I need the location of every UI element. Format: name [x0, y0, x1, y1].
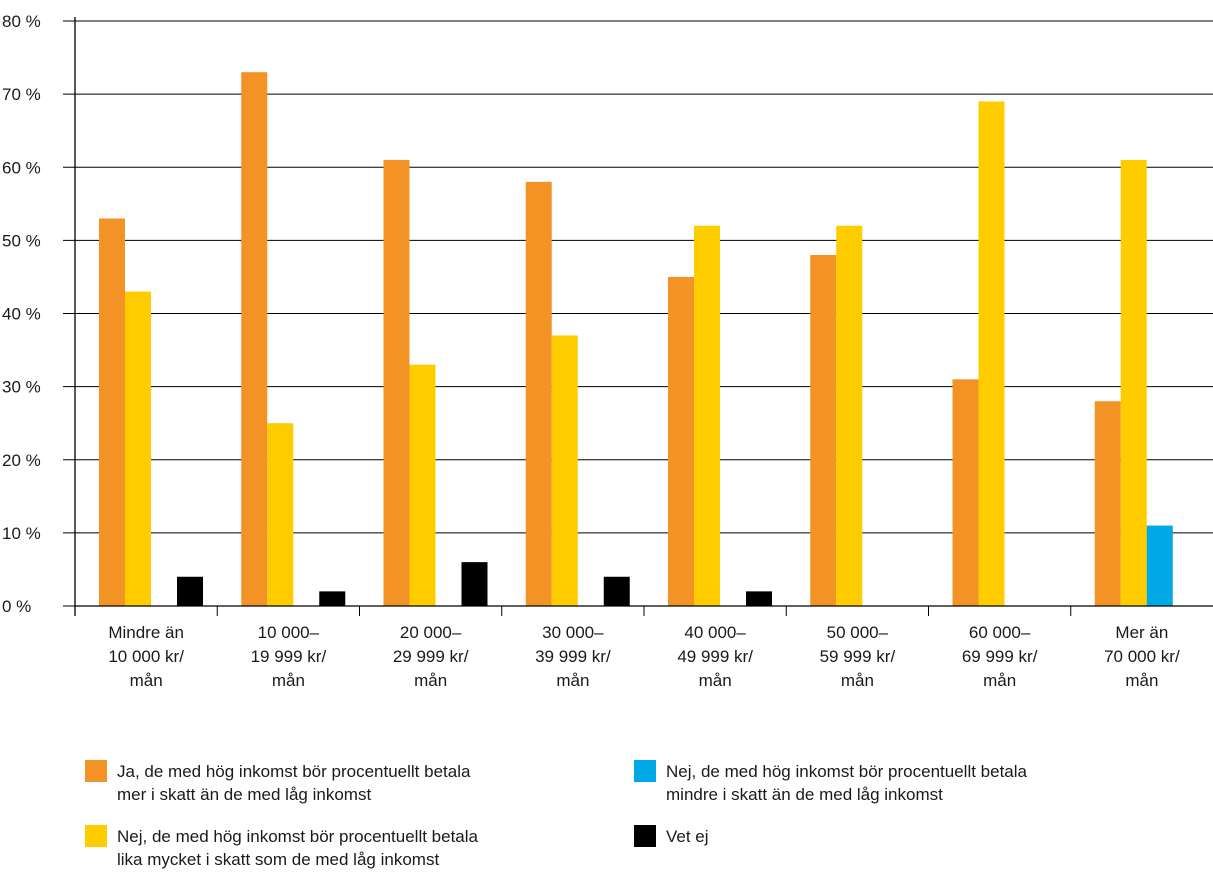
bar [99, 218, 125, 606]
y-tick-label: 10 % [2, 524, 41, 543]
y-tick-label: 0 % [2, 597, 31, 616]
bar [267, 423, 294, 606]
bar [1094, 401, 1121, 606]
x-category-label: 30 000– 39 999 kr/mån [535, 623, 611, 690]
bar [525, 181, 552, 606]
bar [810, 255, 837, 606]
y-tick-label: 60 % [2, 158, 41, 177]
bar [383, 159, 410, 606]
bar [409, 364, 436, 606]
bar [603, 576, 630, 606]
y-tick-label: 30 % [2, 378, 41, 397]
bar [694, 225, 720, 606]
x-category-label: 50 000– 59 999 kr/mån [820, 623, 896, 690]
bar [746, 591, 772, 606]
bar [461, 562, 488, 606]
x-category-label: 20 000– 29 999 kr/mån [393, 623, 469, 690]
bar [1120, 159, 1147, 606]
bar [1146, 525, 1173, 606]
x-category-label: 10 000– 19 999 kr/mån [251, 623, 327, 690]
y-tick-label: 50 % [2, 231, 41, 250]
x-category-label: 40 000– 49 999 kr/mån [677, 623, 753, 690]
bar [978, 101, 1005, 606]
bar [551, 335, 578, 606]
bar [125, 291, 151, 606]
x-category-label: Mer än 70 000 kr/mån [1104, 623, 1180, 690]
bar [319, 591, 346, 606]
bar [952, 379, 979, 606]
y-tick-label: 70 % [2, 85, 41, 104]
axes [74, 17, 1213, 616]
bar [241, 72, 268, 606]
bar [177, 576, 203, 606]
y-tick-label: 80 % [2, 12, 41, 31]
bars [99, 72, 1173, 606]
y-tick-label: 20 % [2, 451, 41, 470]
x-axis-category-labels: Mindre än 10 000 kr/mån 10 000– 19 999 kr/m… [108, 623, 1180, 690]
y-tick-label: 40 % [2, 305, 41, 324]
bar [668, 276, 694, 606]
bar [836, 225, 863, 606]
gridlines [63, 20, 1213, 607]
x-category-label: 60 000– 69 999 kr/mån [962, 623, 1038, 690]
y-axis-tick-labels: 0 % 10 % 20 % 30 % 40 % 50 % 60 % 70 % 80 % [2, 12, 41, 616]
x-category-label: Mindre än 10 000 kr/mån [108, 623, 184, 690]
